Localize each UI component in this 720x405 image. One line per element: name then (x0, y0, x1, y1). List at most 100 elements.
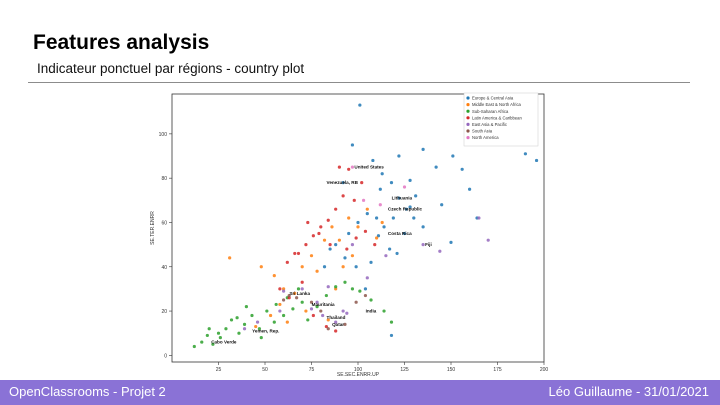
data-point (259, 265, 263, 269)
data-point (449, 240, 453, 244)
legend-label: North America (472, 135, 499, 140)
data-point (326, 327, 330, 331)
footer-author-date: Léo Guillaume - 31/01/2021 (548, 384, 709, 399)
title-divider (28, 82, 690, 83)
data-point (300, 280, 304, 284)
data-point (216, 331, 221, 335)
data-point (380, 220, 384, 225)
data-point (309, 300, 314, 304)
data-point (319, 309, 323, 313)
data-point (321, 313, 325, 318)
x-tick-label: 200 (540, 367, 549, 373)
data-point (358, 103, 362, 107)
data-point (347, 231, 351, 236)
legend-label: Middle East & North Africa (472, 102, 522, 107)
point-annotation-label: Qatar (332, 322, 344, 327)
data-point (371, 158, 375, 163)
data-point (322, 265, 327, 269)
data-point (440, 203, 444, 207)
data-points (192, 103, 539, 349)
data-point (309, 307, 314, 311)
data-point (369, 260, 373, 264)
data-point (295, 296, 299, 300)
data-point (255, 320, 260, 324)
data-point (317, 231, 321, 236)
data-point (328, 247, 332, 251)
point-annotation-label: Sri Lanka (289, 291, 310, 296)
legend-marker (466, 122, 470, 126)
data-point (242, 322, 247, 326)
data-point (343, 280, 347, 284)
legend-marker (466, 109, 470, 113)
scatter-chart-panel: 25 50 75 100 125 150 175 200 0 20 40 60 80 100 United… (146, 86, 554, 380)
data-point (363, 293, 368, 298)
data-point (378, 187, 382, 191)
slide-title: Features analysis (33, 31, 210, 54)
data-point (282, 289, 286, 293)
data-point (278, 302, 282, 307)
legend-label: South Asia (472, 129, 493, 134)
data-point (296, 287, 301, 291)
data-point (311, 234, 315, 238)
data-point (382, 309, 386, 313)
data-point (334, 243, 338, 247)
point-annotations: United States Venezuela, RB Lithuania Czech… (211, 165, 432, 345)
data-point (350, 165, 355, 169)
data-point (358, 289, 362, 293)
data-point (341, 265, 345, 269)
x-axis-label: SE.SEC.ENRR.UP (337, 372, 380, 378)
data-point (343, 256, 347, 260)
data-point (242, 327, 247, 331)
data-point (350, 254, 355, 258)
data-point (354, 300, 358, 304)
data-point (330, 225, 334, 229)
point-annotation-label: Venezuela, RB (327, 180, 359, 185)
footer-course: OpenClassrooms - Projet 2 (9, 384, 166, 399)
data-point (285, 260, 289, 264)
x-tick-label: 125 (400, 367, 409, 373)
point-annotation-label: Cabo Verde (211, 340, 237, 345)
legend-marker (466, 136, 470, 140)
data-point (278, 287, 282, 291)
data-point (315, 269, 319, 273)
data-point (397, 154, 401, 158)
data-point (373, 243, 377, 247)
data-point (259, 336, 263, 340)
data-point (300, 287, 304, 291)
data-point (408, 205, 412, 209)
y-axis-label: SE.TER.ENRR (150, 211, 156, 245)
data-point (228, 256, 232, 260)
data-point (300, 300, 304, 304)
data-point (211, 342, 215, 346)
data-point (244, 305, 248, 309)
legend-label: Latin America & Caribbean (472, 115, 522, 120)
data-point (363, 229, 368, 233)
data-point (361, 198, 366, 202)
data-point (434, 165, 438, 169)
point-annotation-label: Czech Republic (388, 207, 423, 212)
y-tick-label: 0 (164, 353, 167, 359)
data-point (229, 318, 234, 322)
data-point (421, 225, 425, 229)
legend-box (463, 92, 539, 147)
data-point (306, 220, 310, 225)
data-point (365, 207, 369, 211)
data-point (322, 238, 327, 242)
data-point (324, 324, 328, 329)
data-point (200, 340, 204, 344)
data-point (304, 309, 308, 313)
data-point (397, 196, 401, 200)
data-point (282, 287, 286, 291)
legend-marker (466, 116, 470, 120)
y-tick-label: 60 (161, 220, 167, 226)
data-point (486, 238, 490, 242)
data-point (293, 251, 297, 256)
data-point (345, 311, 349, 315)
axis-ticks: 25 50 75 100 125 150 175 200 0 20 40 60 80 100 (159, 132, 549, 373)
data-point (343, 322, 347, 326)
data-point (365, 276, 369, 280)
data-point (205, 333, 209, 338)
legend-label: East Asia & Pacific (472, 122, 507, 127)
data-point (334, 207, 338, 211)
